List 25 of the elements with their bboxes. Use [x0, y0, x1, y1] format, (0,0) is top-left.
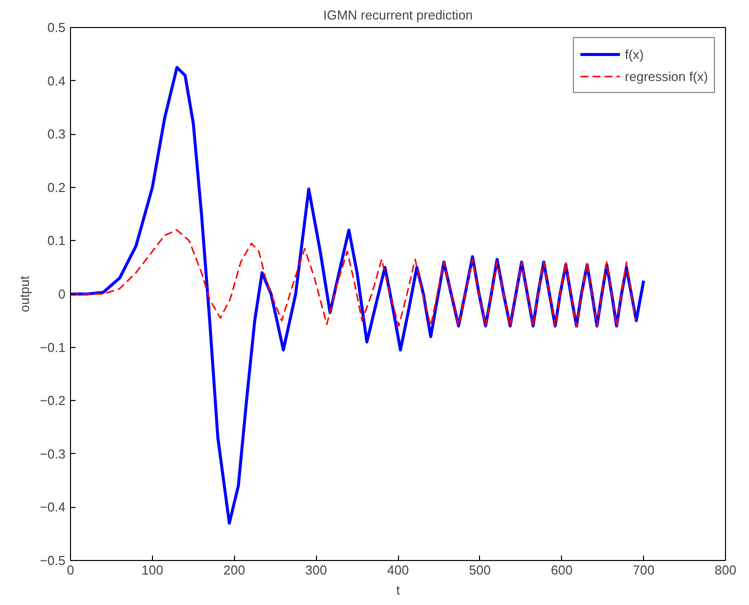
- x-tick-label: 200: [223, 562, 246, 578]
- x-tick-label: 500: [469, 562, 491, 578]
- x-tick-label: 300: [305, 562, 327, 578]
- y-tick-label: 0.3: [47, 126, 66, 142]
- chart-title: IGMN recurrent prediction: [323, 8, 473, 22]
- y-tick-label: −0.2: [40, 393, 66, 408]
- legend-label: f(x): [624, 46, 645, 62]
- x-tick-label: 800: [714, 562, 736, 578]
- y-tick-label: 0.5: [47, 20, 66, 35]
- legend-label: regression f(x): [624, 68, 708, 84]
- x-tick-label: 700: [632, 562, 654, 578]
- y-tick-label: −0.1: [40, 340, 66, 355]
- y-tick-label: −0.3: [40, 446, 66, 462]
- y-axis-title: output: [16, 276, 32, 312]
- x-tick-label: 600: [550, 562, 573, 578]
- line-series: [70, 229, 636, 327]
- y-tick-label: 0.1: [47, 233, 66, 248]
- y-tick-label: 0.4: [47, 73, 66, 88]
- x-axis-title: t: [396, 582, 400, 598]
- y-tick-label: 0.2: [47, 180, 66, 195]
- y-tick-label: −0.5: [40, 553, 66, 568]
- y-tick-label: 0: [58, 286, 66, 302]
- y-tick-label: −0.4: [40, 500, 66, 515]
- x-tick-label: 100: [142, 562, 164, 578]
- x-tick-label: 400: [387, 562, 409, 578]
